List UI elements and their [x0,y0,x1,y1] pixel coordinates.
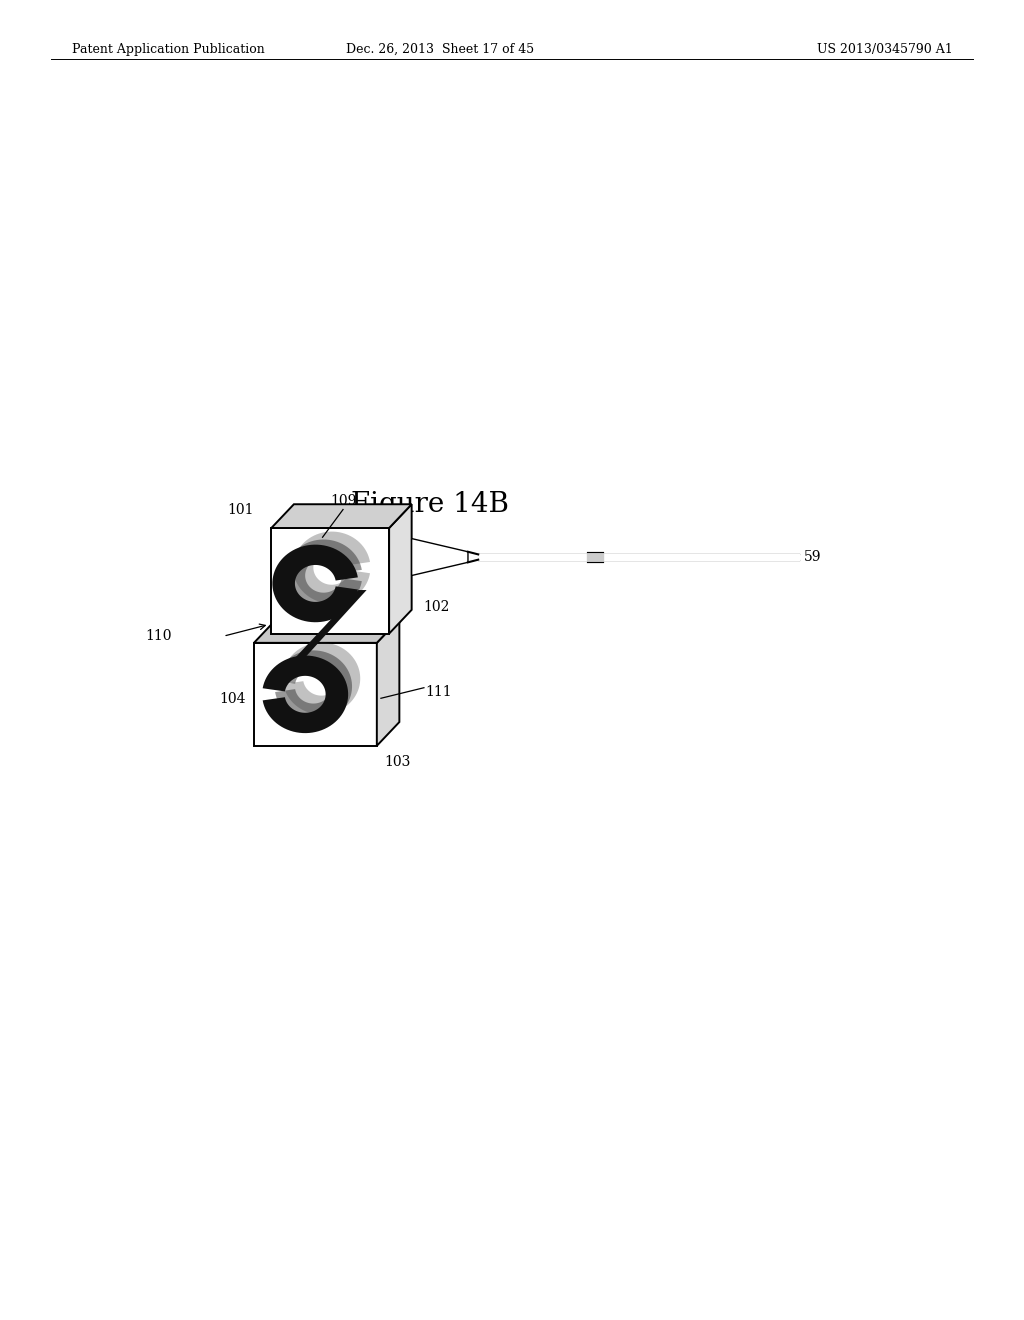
Polygon shape [377,619,399,746]
Text: 101: 101 [227,503,254,517]
Polygon shape [254,619,399,643]
Polygon shape [412,539,468,576]
Polygon shape [275,651,352,722]
Text: Dec. 26, 2013  Sheet 17 of 45: Dec. 26, 2013 Sheet 17 of 45 [346,44,535,55]
Text: 59: 59 [804,550,821,564]
Polygon shape [293,532,370,603]
Text: 103: 103 [384,755,411,770]
Polygon shape [272,545,357,622]
Bar [271,528,389,634]
Text: 110: 110 [145,630,172,643]
Polygon shape [285,540,361,611]
Text: Patent Application Publication: Patent Application Publication [72,44,264,55]
Text: US 2013/0345790 A1: US 2013/0345790 A1 [816,44,952,55]
Polygon shape [284,643,360,714]
Polygon shape [271,504,412,528]
Text: 111: 111 [425,685,452,698]
Text: 109: 109 [330,494,356,508]
Text: Figure 14B: Figure 14B [351,491,509,517]
Text: 104: 104 [219,692,246,706]
Polygon shape [263,656,348,733]
Polygon shape [267,590,367,688]
Bar [254,643,377,746]
Polygon shape [389,504,412,634]
Text: 102: 102 [423,601,450,614]
